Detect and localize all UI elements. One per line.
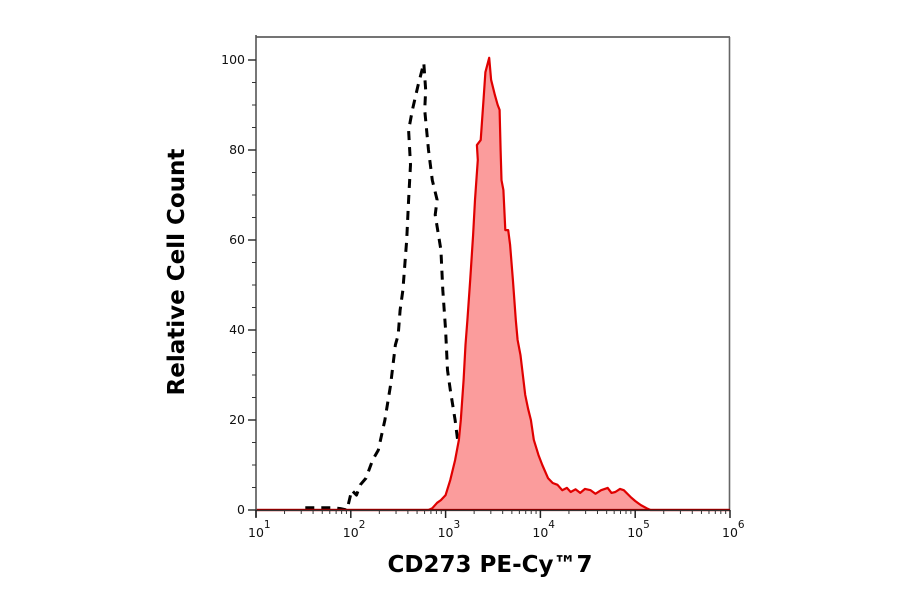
y-tick-label: 80: [229, 142, 245, 157]
axes: 0 20 40 60 80 100 101 102 103 104 105 106: [221, 35, 745, 540]
x-tick-label: 104: [532, 519, 555, 540]
y-tick-label: 40: [229, 322, 245, 337]
x-axis-title: CD273 PE-Cy™7: [387, 552, 593, 578]
x-tick-label: 102: [343, 519, 366, 540]
filled-red-line: [256, 56, 730, 512]
filled-red-fill: [256, 57, 730, 511]
y-axis-title: Relative Cell Count: [164, 148, 190, 396]
x-tick-label: 106: [722, 519, 745, 540]
y-tick-label: 0: [237, 502, 245, 517]
x-tick-label: 105: [627, 519, 650, 540]
plot-series: [256, 56, 730, 512]
x-tick-label: 103: [438, 519, 461, 540]
dashed-black-outline-line: [305, 61, 467, 512]
y-tick-label: 60: [229, 232, 245, 247]
plot-frame: [256, 36, 731, 510]
y-tick-label: 20: [229, 412, 245, 427]
x-tick-label: 101: [248, 519, 271, 540]
y-tick-label: 100: [221, 52, 245, 67]
